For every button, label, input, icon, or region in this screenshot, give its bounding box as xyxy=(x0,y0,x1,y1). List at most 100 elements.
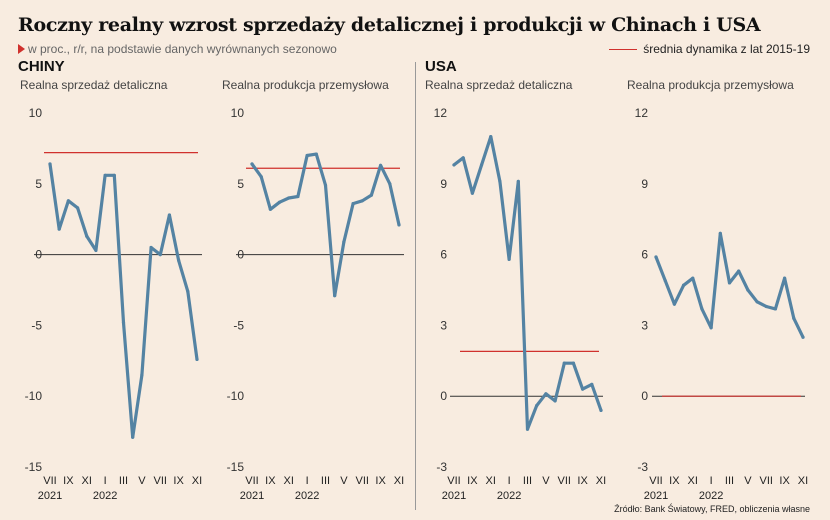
data-point xyxy=(94,248,98,252)
data-point xyxy=(783,276,787,280)
data-point xyxy=(581,387,585,391)
data-point xyxy=(479,163,484,167)
x-tick-label: V xyxy=(542,475,550,487)
data-point xyxy=(535,404,539,408)
data-point xyxy=(516,179,520,184)
data-point xyxy=(571,361,576,365)
y-tick-label: -10 xyxy=(227,389,245,403)
data-point xyxy=(700,307,704,311)
y-tick-label: 9 xyxy=(641,177,648,191)
data-point xyxy=(507,257,511,261)
data-point xyxy=(379,163,383,167)
series-line xyxy=(654,231,805,339)
x-tick-label: IX xyxy=(577,475,588,487)
data-point xyxy=(663,278,667,283)
data-point xyxy=(369,193,374,197)
x-tick-label: IX xyxy=(375,475,386,487)
x-tick-label: IX xyxy=(779,475,790,487)
data-point xyxy=(131,435,135,439)
x-tick-label: XI xyxy=(798,475,808,487)
data-point xyxy=(498,179,502,184)
data-point xyxy=(149,245,153,250)
source-note: Źródło: Bank Światowy, FRED, obliczenia … xyxy=(614,504,810,514)
data-point xyxy=(470,191,474,195)
y-tick-label: -15 xyxy=(227,460,245,474)
year-label: 2022 xyxy=(497,490,521,502)
country-label-usa: USA xyxy=(425,58,457,75)
x-tick-label: VII xyxy=(649,475,662,487)
y-tick-label: -10 xyxy=(25,389,43,403)
x-tick-label: IX xyxy=(173,475,184,487)
data-point xyxy=(718,231,722,235)
legend-average-label: średnia dynamika z lat 2015-19 xyxy=(643,42,810,56)
data-point xyxy=(801,335,805,339)
page-title: Roczny realny wzrost sprzedaży detaliczn… xyxy=(18,14,761,36)
x-tick-label: IX xyxy=(265,475,276,487)
x-tick-label: I xyxy=(508,475,511,487)
y-tick-label: 10 xyxy=(231,106,245,120)
panel-title: Realna sprzedaż detaliczna xyxy=(20,78,168,92)
data-point xyxy=(489,135,493,139)
data-point xyxy=(599,408,603,412)
x-tick-label: I xyxy=(306,475,309,487)
data-point xyxy=(259,175,263,179)
x-tick-label: XI xyxy=(192,475,202,487)
x-tick-label: V xyxy=(138,475,146,487)
chart-panel-2: Realna produkcja przemysłowa1050-5-10-15… xyxy=(222,78,404,502)
data-point xyxy=(48,162,52,166)
data-point xyxy=(250,162,254,166)
year-label: 2021 xyxy=(644,490,668,502)
x-tick-label: XI xyxy=(394,475,404,487)
data-point xyxy=(792,316,796,320)
panel-title: Realna produkcja przemysłowa xyxy=(222,78,389,92)
data-point xyxy=(691,276,695,280)
x-tick-label: VII xyxy=(558,475,571,487)
x-tick-label: III xyxy=(725,475,734,487)
section-divider xyxy=(415,62,416,510)
data-point xyxy=(112,173,116,177)
data-point xyxy=(121,320,126,325)
x-tick-label: IX xyxy=(669,475,680,487)
triangle-marker-icon xyxy=(18,44,25,54)
data-point xyxy=(388,182,392,186)
data-point xyxy=(654,255,658,259)
data-point xyxy=(681,283,686,287)
y-tick-label: 5 xyxy=(35,177,42,191)
data-point xyxy=(360,199,364,203)
y-tick-label: -15 xyxy=(25,460,43,474)
x-tick-label: XI xyxy=(688,475,698,487)
x-tick-label: XI xyxy=(596,475,606,487)
data-point xyxy=(397,223,401,227)
x-tick-label: VII xyxy=(356,475,369,487)
data-point xyxy=(773,307,778,311)
x-tick-label: V xyxy=(340,475,348,487)
x-tick-label: XI xyxy=(284,475,294,487)
data-point xyxy=(186,289,190,294)
country-label-china: CHINY xyxy=(18,58,65,75)
y-tick-label: 0 xyxy=(440,389,447,403)
data-point xyxy=(158,253,162,257)
data-point xyxy=(167,213,172,217)
data-point xyxy=(590,382,594,386)
y-tick-label: 5 xyxy=(237,177,244,191)
data-point xyxy=(672,302,676,306)
data-point xyxy=(452,163,456,167)
x-tick-label: VII xyxy=(447,475,460,487)
x-tick-label: XI xyxy=(486,475,496,487)
data-point xyxy=(737,269,741,273)
x-tick-label: VII xyxy=(154,475,167,487)
x-tick-label: V xyxy=(744,475,752,487)
data-point xyxy=(709,326,713,330)
year-label: 2022 xyxy=(699,490,723,502)
data-point xyxy=(305,153,309,158)
data-point xyxy=(525,427,530,431)
y-tick-label: 0 xyxy=(641,389,648,403)
data-point xyxy=(296,194,300,199)
x-tick-label: IX xyxy=(63,475,74,487)
data-point xyxy=(342,240,346,244)
data-point xyxy=(57,227,61,231)
subtitle: w proc., r/r, na podstawie danych wyrówn… xyxy=(18,42,337,56)
x-tick-label: VII xyxy=(245,475,258,487)
data-point xyxy=(314,152,318,156)
